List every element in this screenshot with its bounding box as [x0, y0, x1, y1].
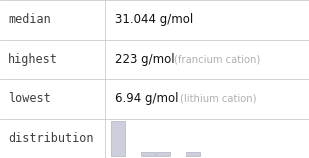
Text: (lithium cation): (lithium cation) — [180, 94, 257, 104]
Text: 31.044 g/mol: 31.044 g/mol — [115, 13, 193, 26]
Text: distribution: distribution — [8, 132, 94, 145]
Text: 223 g/mol: 223 g/mol — [115, 53, 175, 66]
Bar — [141, 152, 155, 156]
Bar — [186, 152, 200, 156]
Text: (francium cation): (francium cation) — [174, 54, 260, 64]
Text: lowest: lowest — [8, 92, 51, 105]
Text: median: median — [8, 13, 51, 26]
Text: 6.94 g/mol: 6.94 g/mol — [115, 92, 179, 105]
Bar — [111, 121, 125, 156]
Text: highest: highest — [8, 53, 58, 66]
Bar — [156, 152, 170, 156]
